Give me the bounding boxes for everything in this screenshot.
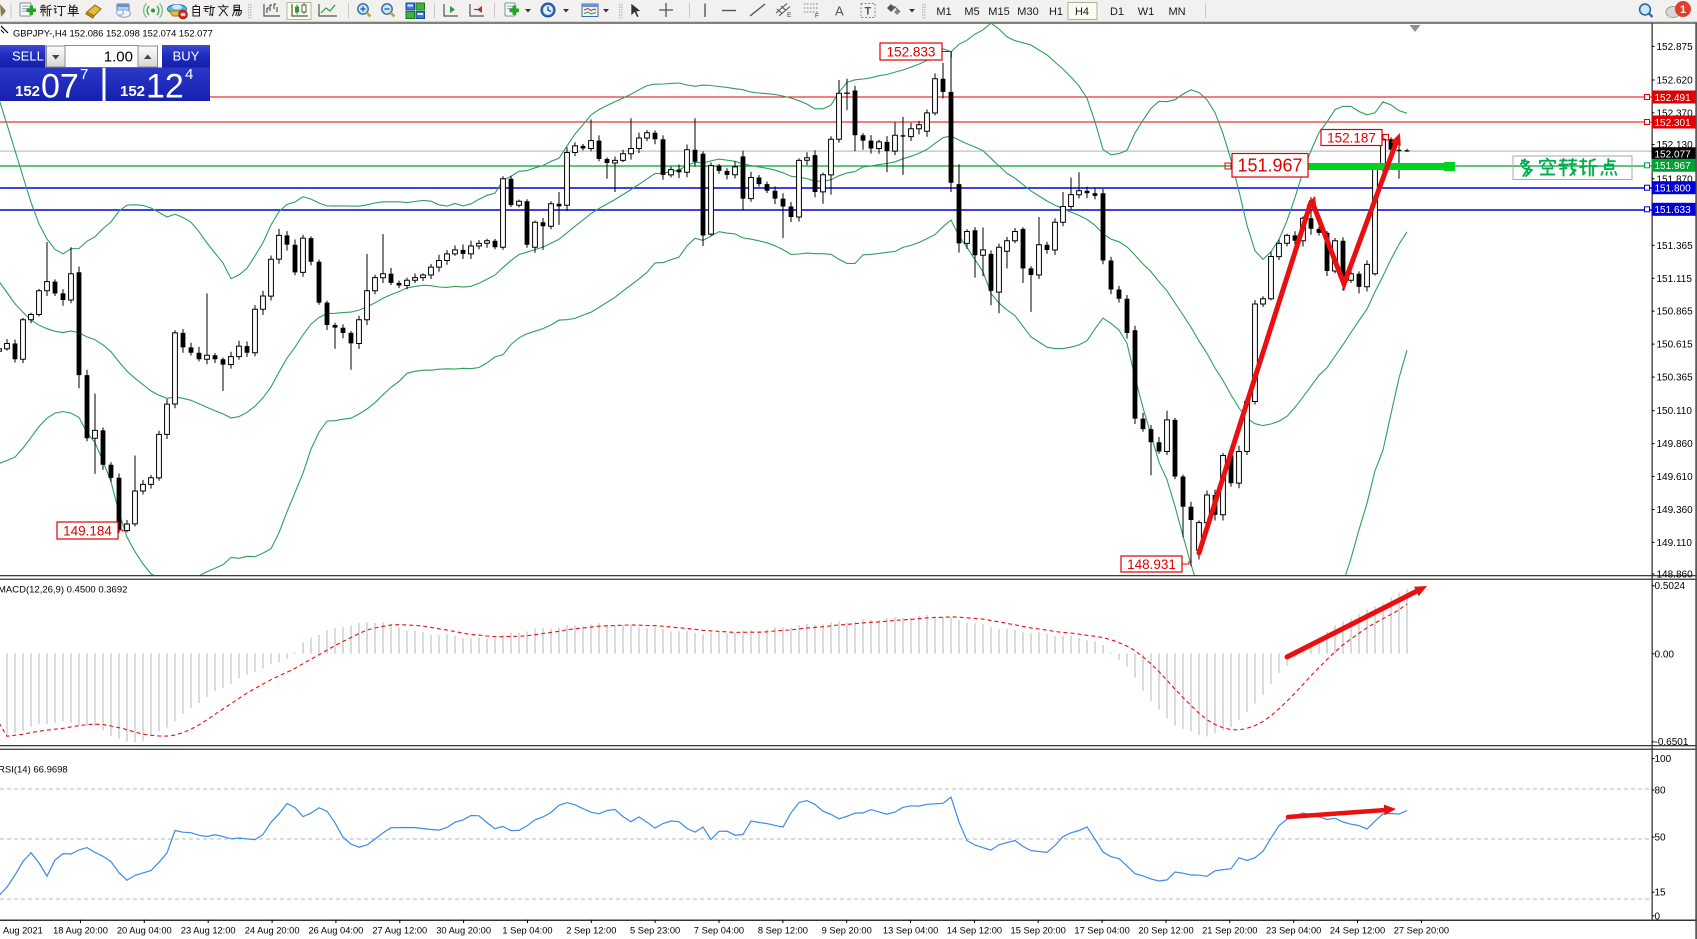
svg-text:W1: W1: [1138, 6, 1155, 18]
svg-text:RSI(14) 66.9698: RSI(14) 66.9698: [0, 765, 68, 776]
svg-text:T: T: [865, 6, 872, 18]
svg-text:152: 152: [15, 83, 40, 100]
svg-text:0: 0: [1655, 911, 1661, 922]
svg-text:152.491: 152.491: [1655, 93, 1692, 104]
svg-text:30 Aug 20:00: 30 Aug 20:00: [436, 926, 491, 936]
svg-text:M1: M1: [936, 6, 951, 18]
svg-text:F: F: [815, 13, 819, 20]
svg-text:BUY: BUY: [173, 49, 200, 64]
svg-text:27 Aug 12:00: 27 Aug 12:00: [372, 926, 427, 936]
svg-text:150.365: 150.365: [1657, 373, 1694, 384]
svg-text:152: 152: [120, 83, 145, 100]
svg-text:8 Sep 12:00: 8 Sep 12:00: [758, 926, 808, 936]
svg-text:151.365: 151.365: [1657, 241, 1694, 252]
svg-text:E: E: [787, 12, 792, 19]
svg-text:13 Sep 04:00: 13 Sep 04:00: [883, 926, 938, 936]
svg-text:100: 100: [1655, 754, 1672, 765]
svg-text:15: 15: [1655, 888, 1667, 899]
svg-text:151.967: 151.967: [1655, 161, 1692, 172]
svg-text:1 Sep 04:00: 1 Sep 04:00: [502, 926, 552, 936]
svg-text:17 Sep 04:00: 17 Sep 04:00: [1074, 926, 1129, 936]
svg-text:H1: H1: [1049, 6, 1063, 18]
svg-text:148.931: 148.931: [1127, 557, 1176, 572]
svg-text:148.860: 148.860: [1657, 570, 1694, 581]
svg-text:12: 12: [146, 68, 184, 106]
svg-text:21 Sep 20:00: 21 Sep 20:00: [1202, 926, 1257, 936]
svg-text:152.875: 152.875: [1657, 42, 1694, 53]
svg-text:GBPJPY-,H4 152.086 152.098 15: GBPJPY-,H4 152.086 152.098 152.074 152.0…: [13, 27, 213, 38]
svg-text:07: 07: [41, 68, 79, 106]
svg-text:0.5024: 0.5024: [1655, 581, 1686, 592]
svg-text:151.967: 151.967: [1237, 156, 1302, 176]
svg-text:M5: M5: [964, 6, 979, 18]
svg-text:20 Aug 04:00: 20 Aug 04:00: [117, 926, 172, 936]
svg-text:27 Sep 20:00: 27 Sep 20:00: [1394, 926, 1449, 936]
svg-text:150.615: 150.615: [1657, 340, 1694, 351]
svg-text:152.370: 152.370: [1657, 108, 1694, 119]
svg-text:152.301: 152.301: [1655, 118, 1692, 129]
svg-text:9 Sep 20:00: 9 Sep 20:00: [822, 926, 872, 936]
svg-text:26 Aug 04:00: 26 Aug 04:00: [308, 926, 363, 936]
svg-text:24 Aug 20:00: 24 Aug 20:00: [245, 926, 300, 936]
svg-text:151.870: 151.870: [1657, 174, 1694, 185]
svg-text:23 Aug 12:00: 23 Aug 12:00: [181, 926, 236, 936]
svg-text:7 Sep 04:00: 7 Sep 04:00: [694, 926, 744, 936]
svg-text:50: 50: [1655, 833, 1667, 844]
svg-text:150.110: 150.110: [1657, 406, 1693, 417]
svg-text:7: 7: [80, 66, 88, 83]
svg-text:151.800: 151.800: [1655, 184, 1692, 195]
svg-text:2 Sep 12:00: 2 Sep 12:00: [566, 926, 616, 936]
svg-text:152.833: 152.833: [887, 44, 936, 59]
svg-text:149.110: 149.110: [1657, 538, 1693, 549]
svg-text:M30: M30: [1017, 6, 1038, 18]
svg-text:14 Sep 12:00: 14 Sep 12:00: [947, 926, 1002, 936]
svg-text:18 Aug 20:00: 18 Aug 20:00: [53, 926, 108, 936]
svg-text:SELL: SELL: [12, 49, 44, 64]
svg-text:A: A: [835, 4, 844, 19]
svg-text:H4: H4: [1075, 6, 1089, 18]
svg-text:4: 4: [185, 66, 193, 83]
svg-text:152.187: 152.187: [1327, 130, 1376, 145]
svg-text:151.115: 151.115: [1657, 274, 1693, 285]
svg-text:MN: MN: [1168, 6, 1185, 18]
svg-text:152.620: 152.620: [1657, 76, 1694, 87]
svg-text:149.184: 149.184: [63, 523, 112, 538]
svg-text:1: 1: [1680, 4, 1686, 16]
svg-text:D1: D1: [1110, 6, 1124, 18]
svg-text:MACD(12,26,9) 0.4500 0.3692: MACD(12,26,9) 0.4500 0.3692: [0, 585, 127, 596]
svg-text:152.130: 152.130: [1657, 140, 1694, 151]
svg-text:149.360: 149.360: [1657, 505, 1694, 516]
svg-text:149.860: 149.860: [1657, 439, 1694, 450]
svg-text:15 Sep 20:00: 15 Sep 20:00: [1011, 926, 1066, 936]
svg-text:0.00: 0.00: [1655, 650, 1675, 661]
svg-text:149.610: 149.610: [1657, 472, 1694, 483]
svg-text:24 Sep 12:00: 24 Sep 12:00: [1330, 926, 1385, 936]
svg-text:1.00: 1.00: [104, 49, 133, 66]
svg-text:Aug 2021: Aug 2021: [3, 926, 43, 936]
svg-text:151.633: 151.633: [1655, 205, 1692, 216]
svg-text:20 Sep 12:00: 20 Sep 12:00: [1138, 926, 1193, 936]
svg-text:152.077: 152.077: [1655, 150, 1692, 161]
svg-text:23 Sep 04:00: 23 Sep 04:00: [1266, 926, 1321, 936]
svg-text:150.865: 150.865: [1657, 307, 1694, 318]
svg-text:M15: M15: [988, 6, 1009, 18]
svg-text:5 Sep 23:00: 5 Sep 23:00: [630, 926, 680, 936]
svg-text:-0.6501: -0.6501: [1655, 737, 1689, 748]
svg-text:80: 80: [1655, 786, 1667, 797]
